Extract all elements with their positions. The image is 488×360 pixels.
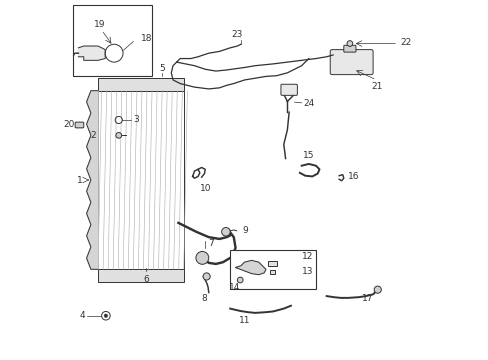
Text: 12: 12	[301, 252, 312, 261]
Text: 1: 1	[77, 176, 83, 185]
Text: 21: 21	[370, 82, 382, 91]
Text: 7: 7	[207, 239, 213, 248]
Circle shape	[221, 228, 230, 236]
Text: 6: 6	[143, 275, 149, 284]
FancyBboxPatch shape	[343, 45, 355, 52]
Text: 11: 11	[238, 316, 250, 325]
Circle shape	[373, 286, 381, 293]
Circle shape	[104, 314, 107, 318]
Text: 17: 17	[362, 294, 373, 303]
Text: 4: 4	[80, 311, 85, 320]
Bar	[269, 270, 274, 274]
Bar	[230, 249, 315, 289]
FancyBboxPatch shape	[329, 50, 372, 75]
Text: 24: 24	[303, 99, 314, 108]
Text: 15: 15	[303, 151, 314, 160]
FancyBboxPatch shape	[98, 269, 183, 282]
Circle shape	[237, 277, 243, 283]
Circle shape	[203, 273, 210, 280]
Text: 13: 13	[301, 267, 312, 276]
Circle shape	[116, 132, 122, 138]
Text: 2: 2	[90, 131, 95, 140]
Text: 14: 14	[228, 283, 240, 292]
Polygon shape	[86, 91, 98, 269]
FancyBboxPatch shape	[75, 122, 83, 128]
Circle shape	[346, 41, 352, 46]
Bar	[73, 5, 151, 76]
Polygon shape	[78, 46, 105, 60]
Text: 18: 18	[141, 35, 152, 44]
Text: 9: 9	[242, 226, 247, 235]
Bar	[98, 91, 183, 269]
Bar	[267, 261, 276, 266]
Text: 10: 10	[199, 184, 210, 193]
Circle shape	[196, 251, 208, 264]
Text: 8: 8	[201, 294, 207, 303]
FancyBboxPatch shape	[98, 78, 183, 91]
Text: 19: 19	[94, 19, 105, 28]
Text: 23: 23	[230, 30, 242, 39]
Text: 22: 22	[399, 38, 410, 47]
Text: 20: 20	[63, 121, 74, 130]
Text: 3: 3	[134, 116, 139, 125]
Text: 16: 16	[347, 172, 359, 181]
FancyBboxPatch shape	[281, 84, 297, 95]
Text: 5: 5	[159, 64, 165, 73]
Polygon shape	[235, 260, 265, 275]
